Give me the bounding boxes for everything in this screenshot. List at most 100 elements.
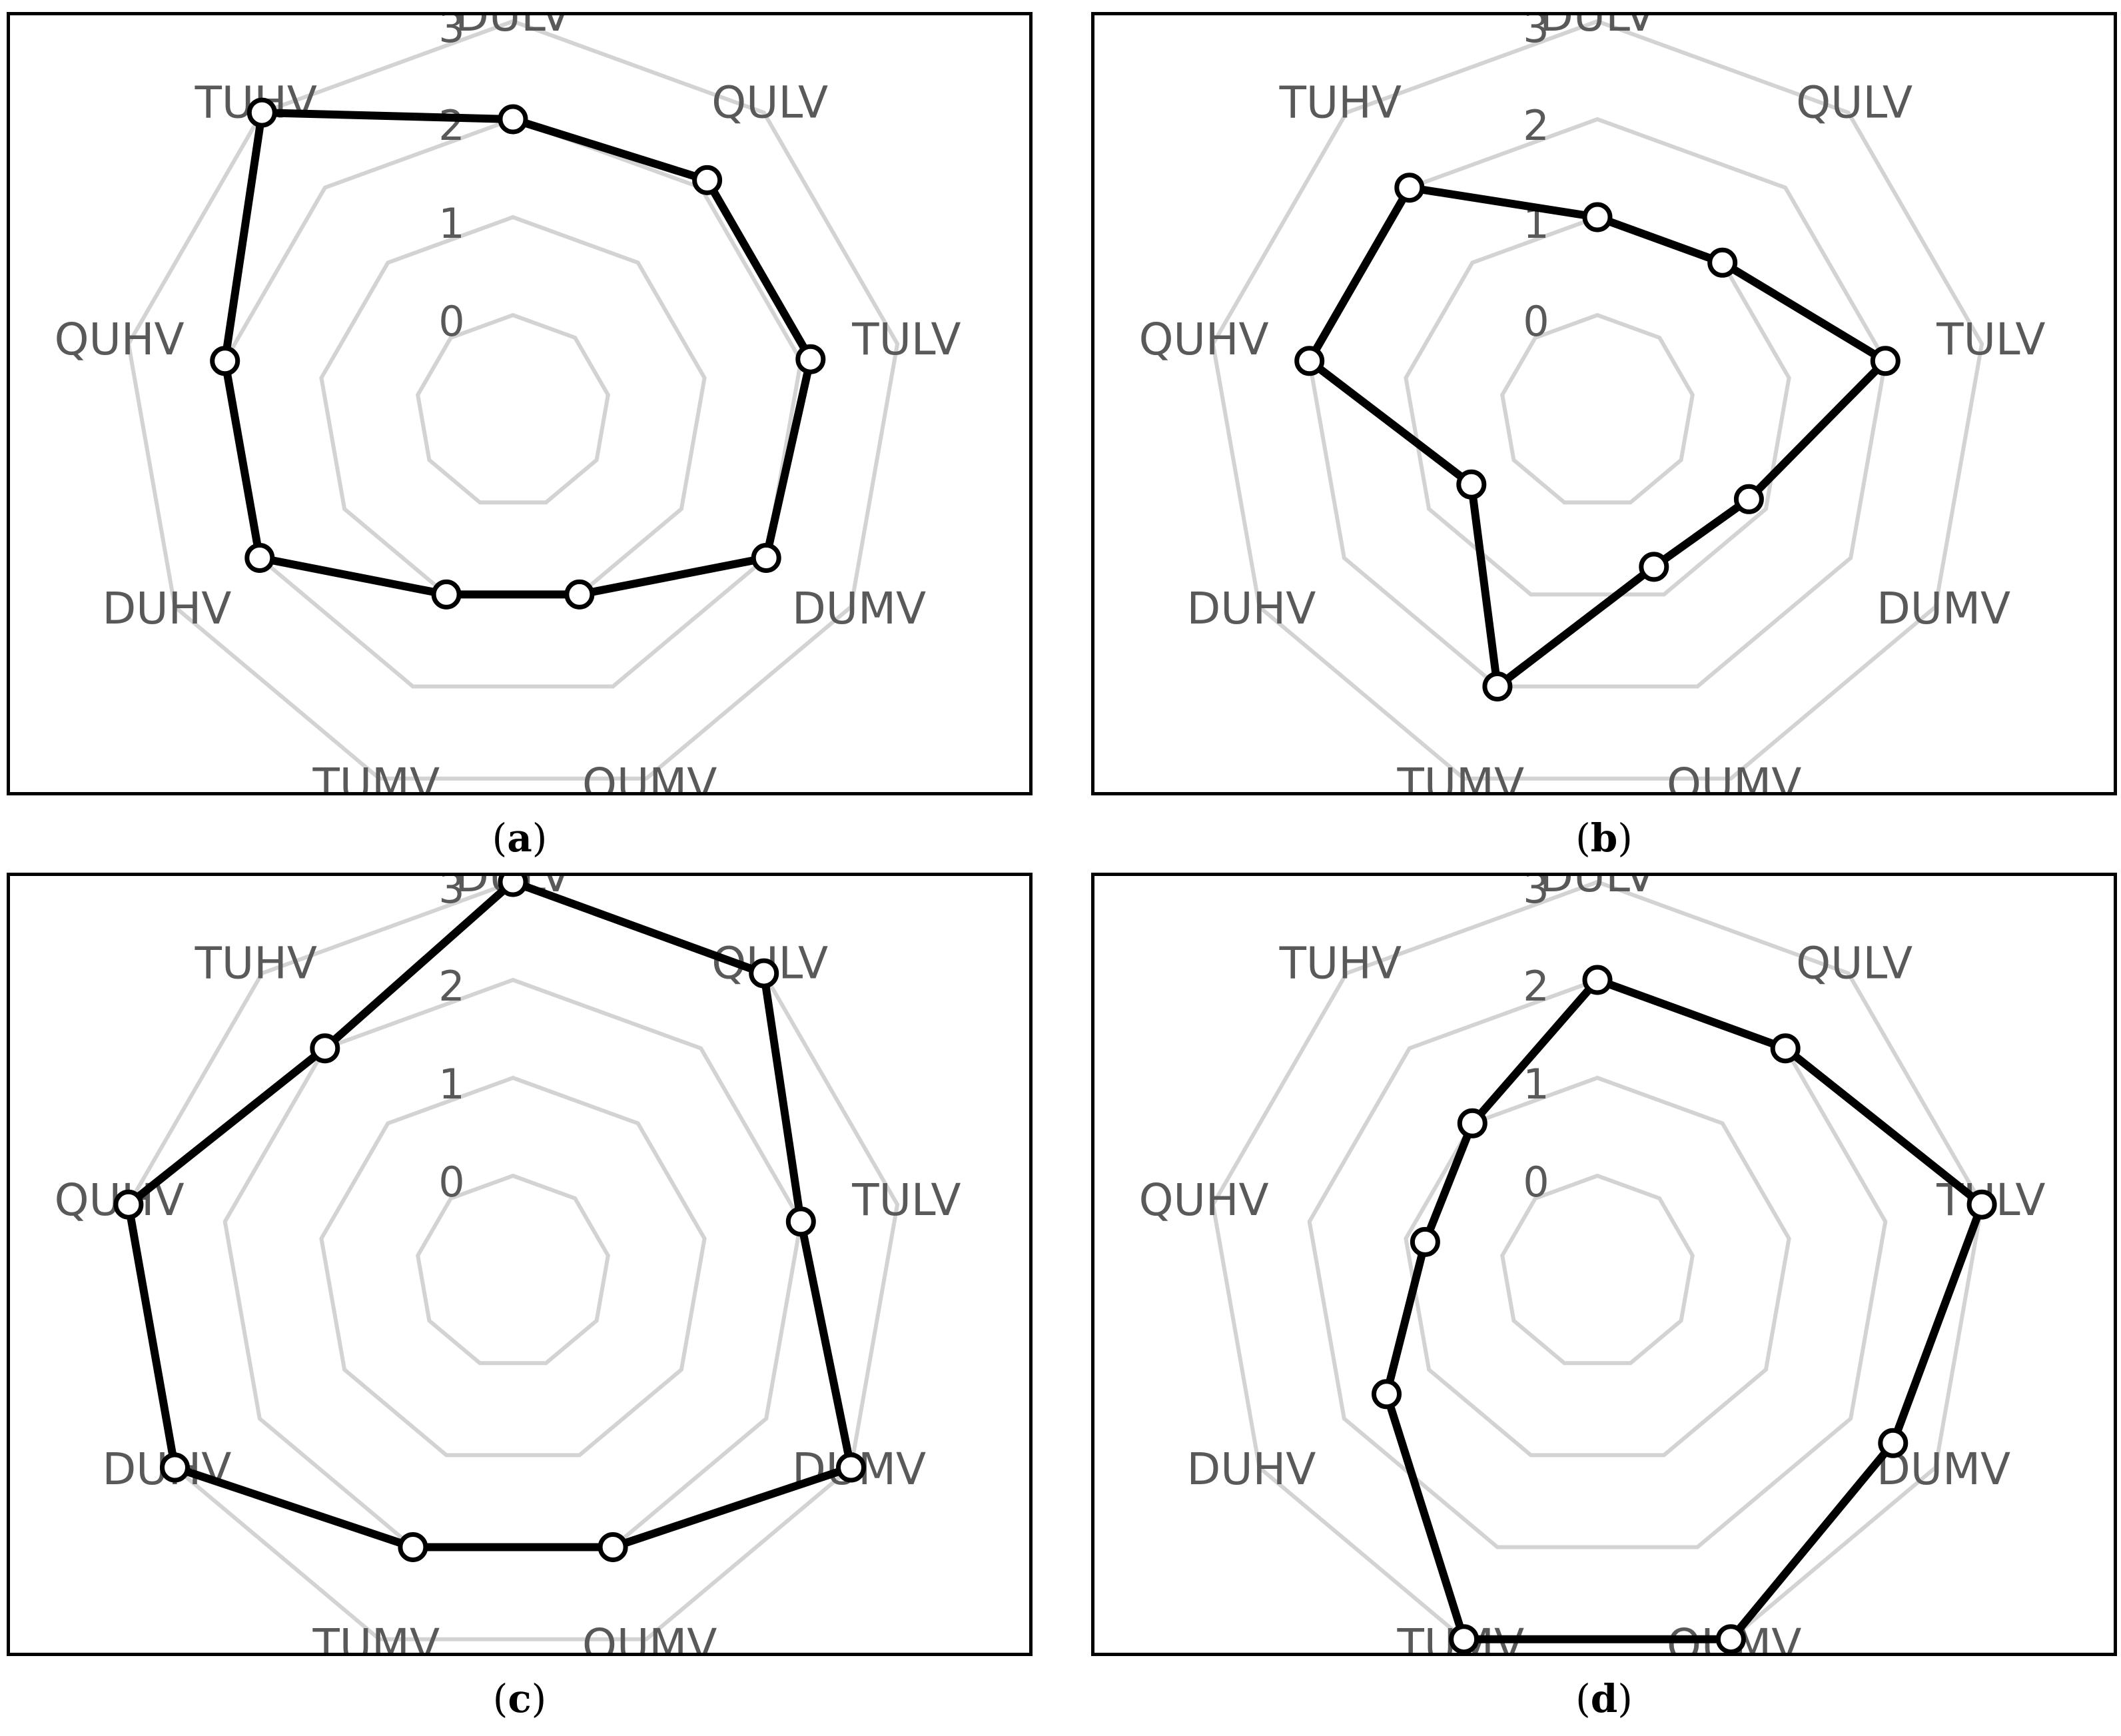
r-tick-label: 1 [438,199,464,248]
data-point-dumv [836,1452,866,1483]
grid-ring-3 [1210,879,1984,1641]
r-tick-label: 0 [438,297,464,346]
data-point-dulv [498,876,528,897]
data-point-tuhv [1457,1108,1487,1138]
r-tick-label: 0 [1523,1158,1549,1206]
axis-label-qumv: QUMV [582,759,717,792]
data-point-qumv [564,579,595,610]
axis-label-quhv: QUHV [1139,1174,1269,1226]
data-point-tulv [1966,1189,1997,1220]
data-point-quhv [210,346,240,376]
axis-label-tuhv: TUHV [195,937,317,989]
data-point-duhv [1456,469,1487,500]
data-point-dulv [498,104,528,135]
axis-label-dumv: DUMV [792,583,926,634]
r-tick-label: 2 [438,101,464,150]
data-point-duhv [244,543,275,573]
data-point-duhv [1372,1379,1402,1410]
data-point-dumv [1878,1428,1909,1458]
grid-ring-2 [1307,977,1888,1549]
grid-ring-0 [416,312,610,505]
data-point-quhv [1294,346,1325,376]
grid-ring-0 [1500,312,1695,505]
axis-label-tuhv: TUHV [1279,937,1402,989]
r-tick-label: 2 [438,962,464,1011]
axis-label-dulv: DULV [455,15,571,41]
axis-label-tumv: TUMV [312,1619,440,1653]
caption-letter-a: a [507,815,532,861]
axis-label-duhv: DUHV [1186,1444,1316,1495]
grid-ring-0 [416,1173,610,1366]
r-tick-label: 3 [438,15,464,52]
axis-label-tulv: TULV [851,1174,961,1226]
axis-label-duhv: DUHV [1186,583,1316,634]
data-point-tulv [785,1206,816,1237]
axis-label-qulv: QULV [1796,937,1912,989]
data-point-qulv [1707,247,1738,278]
data-point-qulv [692,165,723,195]
data-point-qumv [1715,1624,1746,1653]
axis-label-tumv: TUMV [312,759,440,792]
series-line [1305,183,1890,691]
caption-letter-c: c [508,1676,532,1721]
axis-label-tumv: TUMV [1396,759,1524,792]
caption-letter-b: b [1590,815,1618,861]
data-point-tuhv [246,97,277,128]
data-point-quhv [113,1189,144,1220]
data-point-tumv [398,1532,428,1562]
grid-ring-2 [222,977,803,1549]
grid-ring-1 [1404,1075,1791,1458]
grid-ring-3 [126,879,900,1641]
axis-label-tuhv: TUHV [1279,77,1402,128]
r-tick-label: 3 [1523,876,1549,913]
r-tick-label: 1 [438,1060,464,1108]
panel-caption-b: (b) [1575,815,1633,861]
grid-ring-1 [319,215,707,597]
series-line [220,109,815,599]
r-tick-label: 2 [1523,962,1549,1011]
grid-ring-1 [1404,215,1791,597]
series-line [124,878,855,1551]
data-point-tulv [795,344,826,374]
data-point-tumv [1482,671,1513,701]
axis-label-qumv: QUMV [582,1619,717,1653]
data-point-dulv [1582,965,1613,995]
axis-label-dulv: DULV [1539,15,1655,41]
data-point-duhv [160,1452,190,1483]
axis-label-qumv: QUMV [1667,759,1801,792]
axis-label-dumv: DUMV [1877,583,2010,634]
axis-label-qulv: QULV [1796,77,1912,128]
caption-letter-d: d [1590,1676,1618,1721]
r-tick-label: 0 [438,1158,464,1206]
axis-label-duhv: DUHV [102,583,231,634]
radar-panel-b: 0 1 2 3 DULV QULV TULV DUMV QUMV TUMV DUHV QUHV TUHV [1091,12,2117,795]
grid-ring-0 [1500,1173,1695,1366]
grid-ring-2 [222,117,803,689]
data-point-tuhv [1394,173,1425,203]
axis-label-quhv: QUHV [55,314,185,365]
data-point-tumv [1449,1624,1480,1653]
axis-label-tulv: TULV [851,314,961,365]
axis-label-qulv: QULV [711,77,828,128]
data-point-tumv [431,579,462,610]
grid-ring-1 [319,1075,707,1458]
series-line [1382,976,1986,1643]
data-point-qulv [749,958,779,989]
data-point-dumv [1733,484,1764,514]
panel-caption-a: (a) [492,815,548,861]
data-point-qulv [1770,1033,1801,1064]
data-point-dumv [751,543,781,573]
axis-label-quhv: QUHV [1139,314,1269,365]
panel-caption-c: (c) [492,1676,547,1721]
r-tick-label: 3 [438,876,464,913]
data-point-qumv [1639,552,1669,582]
panel-caption-d: (d) [1575,1676,1633,1721]
grid-ring-3 [126,19,900,781]
